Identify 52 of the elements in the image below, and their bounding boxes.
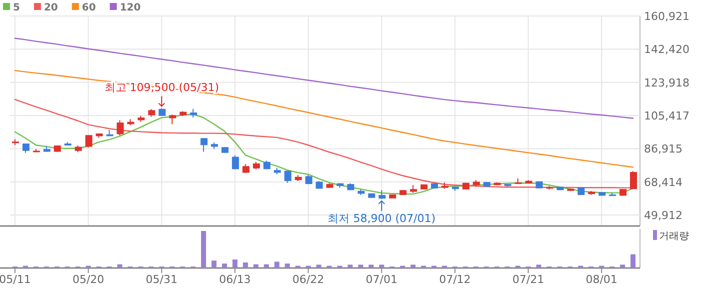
candlestick bbox=[116, 120, 124, 136]
legend-label: 거래량 bbox=[659, 231, 689, 242]
bar bbox=[536, 264, 542, 268]
x-tick-label: 07/12 bbox=[439, 273, 471, 286]
bar bbox=[620, 264, 626, 268]
candlestick bbox=[284, 170, 292, 184]
bar bbox=[284, 264, 290, 268]
y-tick-label: 49,912 bbox=[644, 209, 682, 222]
y-tick-label: 142,420 bbox=[644, 43, 690, 56]
x-tick-label: 08/01 bbox=[586, 273, 618, 286]
bar bbox=[358, 264, 364, 268]
x-tick-label: 06/13 bbox=[219, 273, 251, 286]
line-series bbox=[14, 70, 634, 168]
x-tick-label: 06/22 bbox=[292, 273, 324, 286]
bar bbox=[316, 264, 322, 268]
y-tick-label: 123,918 bbox=[644, 76, 690, 90]
line-series bbox=[14, 114, 634, 195]
legend-label: 60 bbox=[82, 2, 96, 14]
bar bbox=[274, 262, 280, 268]
candlestick bbox=[232, 154, 239, 170]
bar bbox=[630, 254, 636, 268]
bar bbox=[348, 264, 353, 268]
y-tick-label: 160,921 bbox=[644, 10, 690, 23]
bar bbox=[242, 262, 248, 268]
x-tick-label: 05/31 bbox=[146, 273, 178, 286]
bar bbox=[368, 264, 374, 268]
y-tick-label: 105,417 bbox=[644, 110, 690, 123]
y-tick-label: 86,915 bbox=[644, 142, 682, 156]
candlestick bbox=[169, 114, 176, 125]
bar bbox=[201, 231, 206, 268]
bar bbox=[264, 264, 269, 268]
x-tick-label: 07/21 bbox=[512, 273, 544, 286]
bar bbox=[410, 264, 416, 268]
candlestick bbox=[200, 138, 208, 152]
y-tick-label: 68,414 bbox=[644, 176, 682, 189]
legend-label: 5 bbox=[13, 2, 20, 14]
bar bbox=[379, 264, 384, 268]
bar bbox=[232, 259, 238, 268]
legend-label: 120 bbox=[120, 2, 141, 14]
bar bbox=[212, 260, 217, 268]
x-tick-label: 05/11 bbox=[0, 273, 31, 286]
candlestick bbox=[85, 134, 92, 148]
x-tick-label: 07/01 bbox=[366, 273, 398, 286]
annotation: 최저 58,900 (07/01) bbox=[328, 212, 436, 225]
candlestick bbox=[22, 143, 30, 154]
bar bbox=[253, 264, 258, 268]
bar bbox=[222, 264, 227, 268]
legend-label: 20 bbox=[44, 2, 58, 14]
line-series bbox=[14, 38, 634, 119]
bar bbox=[117, 264, 122, 268]
legend: 거래량 bbox=[653, 230, 689, 242]
x-tick-label: 05/20 bbox=[72, 273, 104, 286]
